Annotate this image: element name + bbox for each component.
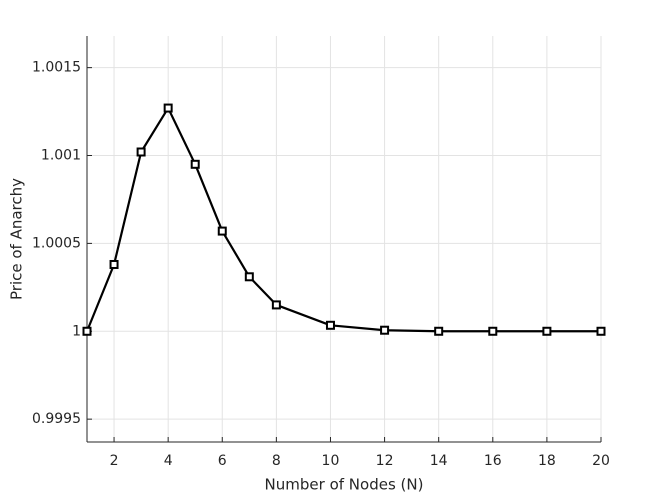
y-axis-label: Price of Anarchy: [8, 178, 26, 300]
y-tick-label: 1.001: [41, 148, 81, 164]
x-tick-label: 6: [218, 453, 227, 469]
x-tick-label: 2: [110, 453, 119, 469]
x-tick-label: 4: [164, 453, 173, 469]
y-tick-label: 1: [72, 323, 81, 339]
x-tick-label: 8: [272, 453, 281, 469]
x-tick-label: 18: [538, 453, 556, 469]
x-tick-label: 12: [376, 453, 394, 469]
y-tick-label: 1.0005: [32, 235, 81, 251]
x-tick-label: 16: [484, 453, 502, 469]
marker: [109, 259, 119, 269]
series-line: [85, 106, 601, 333]
marker: [136, 147, 146, 157]
marker: [488, 326, 498, 336]
x-tick-label: 20: [592, 453, 610, 469]
marker: [244, 272, 254, 282]
marker: [82, 326, 92, 336]
marker: [380, 325, 390, 335]
marker: [596, 326, 606, 336]
marker: [163, 103, 173, 113]
x-tick-label: 14: [430, 453, 448, 469]
marker: [271, 300, 281, 310]
marker: [217, 226, 227, 236]
y-tick-label: 0.9995: [32, 411, 81, 427]
marker: [325, 320, 335, 330]
y-tick-label: 1.0015: [32, 60, 81, 76]
marker: [434, 326, 444, 336]
marker: [190, 159, 200, 169]
x-axis-label: Number of Nodes (N): [265, 476, 424, 494]
x-tick-label: 10: [322, 453, 340, 469]
marker: [542, 326, 552, 336]
